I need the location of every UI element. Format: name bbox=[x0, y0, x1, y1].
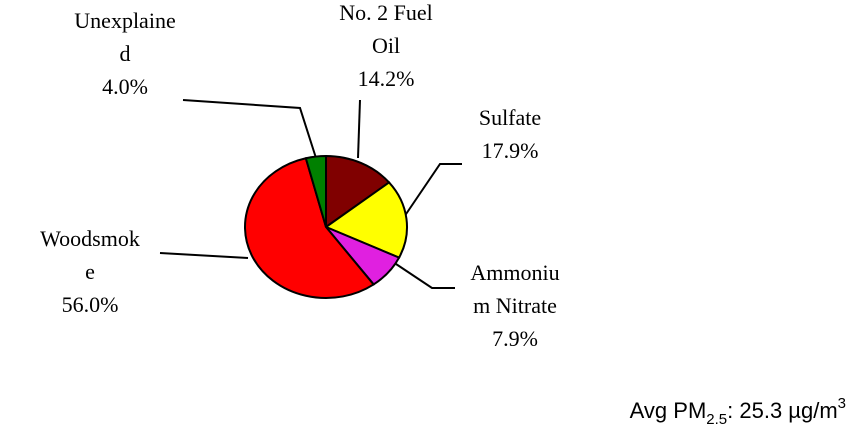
value-label: 4.0% bbox=[102, 74, 148, 99]
value-label: 17.9% bbox=[482, 138, 539, 163]
annotation-text: Avg PM bbox=[630, 398, 707, 423]
leader-line bbox=[401, 163, 462, 221]
annotation: Avg PM2.5: 25.3 µg/m3 bbox=[630, 395, 846, 425]
slice-label: Unexplaine bbox=[74, 8, 175, 33]
leader-line bbox=[392, 261, 455, 289]
slice-label: Ammoniu bbox=[470, 260, 559, 285]
pie-slice bbox=[323, 181, 408, 259]
annotation-sup: 3 bbox=[838, 395, 846, 412]
value-label: 56.0% bbox=[62, 292, 119, 317]
value-label: 14.2% bbox=[358, 66, 415, 91]
pie-slice bbox=[304, 154, 327, 228]
slice-label: Oil bbox=[372, 33, 400, 58]
slice-label: No. 2 Fuel bbox=[339, 0, 433, 25]
value-label: 7.9% bbox=[492, 326, 538, 351]
leader-line bbox=[159, 252, 249, 259]
slice-label: Woodsmok bbox=[40, 226, 140, 251]
annotation-text: : 25.3 µg/m bbox=[727, 398, 838, 423]
leader-line bbox=[357, 99, 361, 159]
slice-label: Sulfate bbox=[479, 105, 541, 130]
pie-slice bbox=[244, 157, 376, 299]
slice-label: e bbox=[85, 259, 95, 284]
leader-line bbox=[182, 99, 317, 159]
leader-lines bbox=[159, 99, 462, 289]
annotation-sub: 2.5 bbox=[706, 411, 727, 425]
slice-label: d bbox=[120, 41, 131, 66]
pie-slice bbox=[325, 154, 391, 229]
slice-label: m Nitrate bbox=[473, 293, 557, 318]
